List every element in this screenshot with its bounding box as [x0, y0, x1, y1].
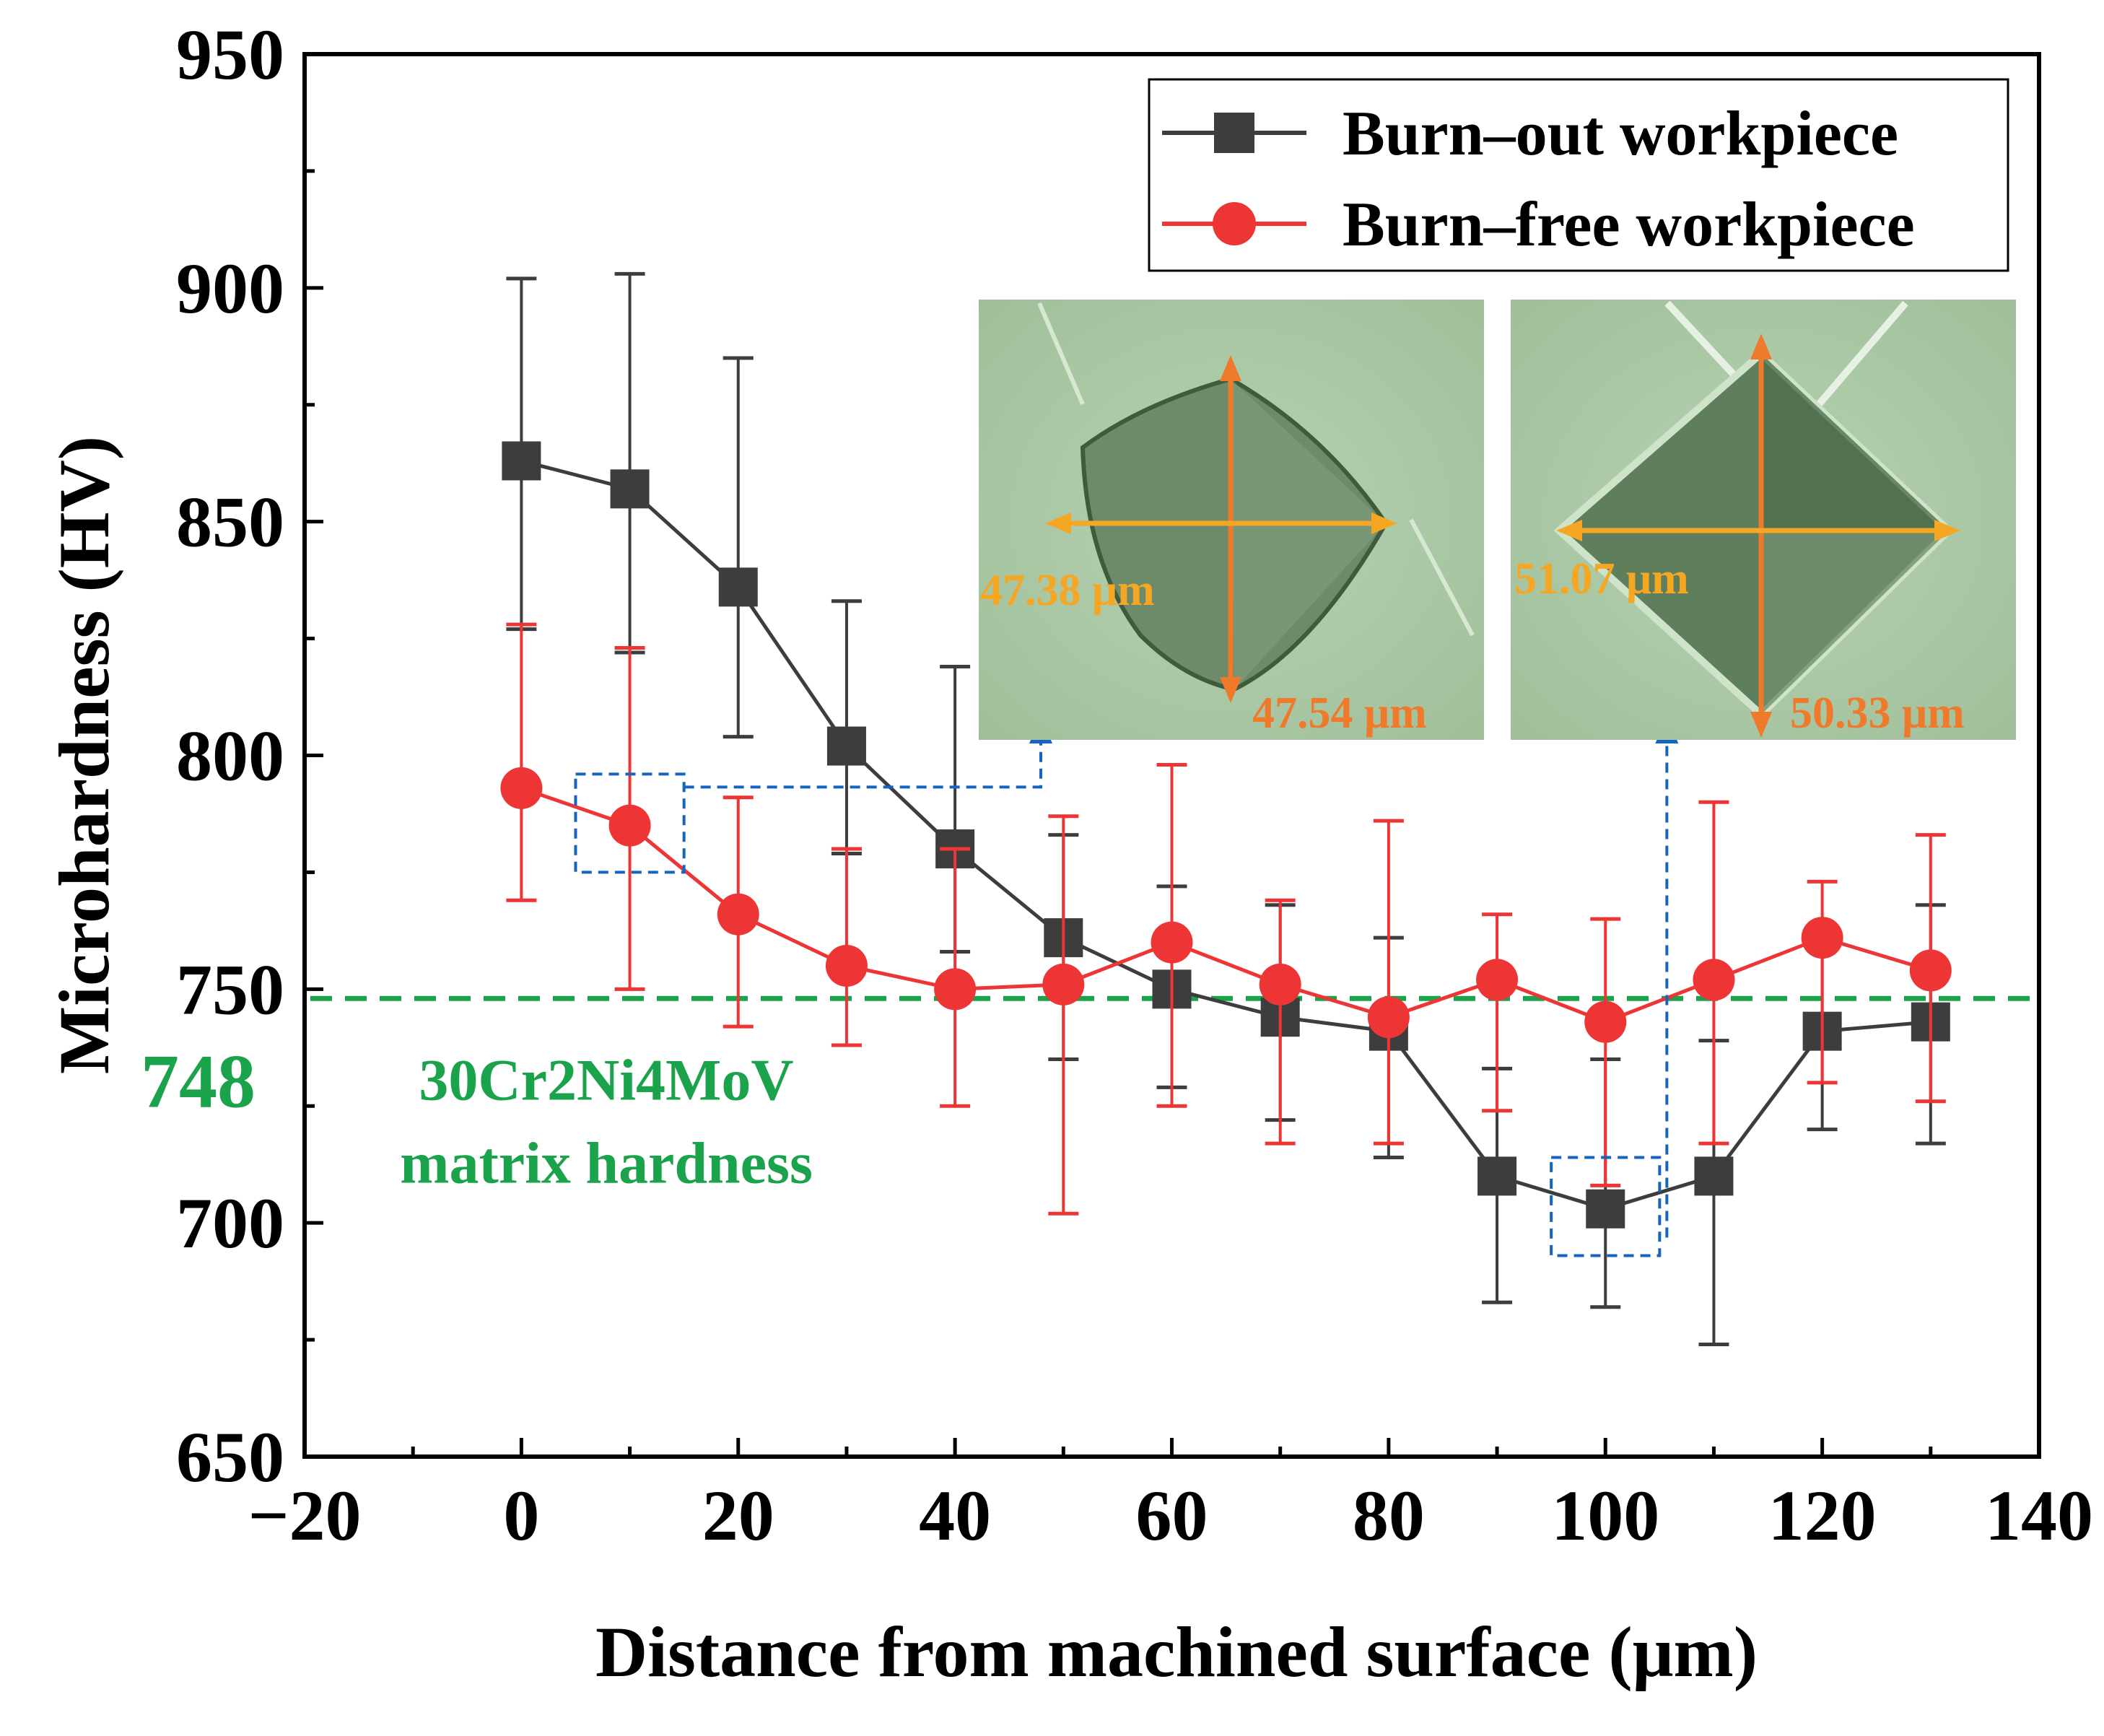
inset-right-vertical-label: 50.33 μm	[1790, 689, 1965, 738]
inset-right-horizontal-label: 51.07 μm	[1514, 554, 1689, 603]
highlight-box	[1550, 1156, 1662, 1257]
axis-ticks: −20 0 20 40 60 80 100 120 140 650 700 750 800 850 900 9…	[176, 14, 2093, 1556]
x-tick-label: 40	[919, 1475, 991, 1556]
x-tick-label: 140	[1985, 1475, 2093, 1556]
inset-left-vertical-label: 47.54 μm	[1252, 689, 1427, 738]
inset-left-facet	[1231, 379, 1386, 689]
burn-free-point	[934, 968, 977, 1011]
inset-left-scratch	[1037, 302, 1085, 406]
inset-left-arrowhead-down	[1220, 677, 1241, 703]
burn-free-point	[717, 893, 759, 935]
inset-right-arrowhead-down	[1750, 712, 1772, 738]
legend-label-burn-out: Burn–out workpiece	[1343, 99, 1898, 169]
x-tick-label: 100	[1551, 1475, 1659, 1556]
burn-free-point	[1259, 963, 1301, 1006]
y-tick-label: 700	[176, 1183, 284, 1263]
callout-line-left	[684, 735, 1042, 789]
inset-right-arrowhead-up	[1750, 333, 1772, 359]
burn-out-point	[826, 726, 866, 766]
x-tick-label: 120	[1768, 1475, 1877, 1556]
inset-right-facet	[1761, 354, 1949, 531]
burn-free-point	[1476, 959, 1519, 1001]
burn-free-point	[608, 804, 651, 847]
burn-free-point	[1584, 1000, 1627, 1043]
legend-marker-burn-free	[1213, 202, 1256, 245]
burn-free-point	[1909, 949, 1952, 992]
inset-left: 47.38 μm 47.54 μm	[979, 300, 1484, 740]
burn-out-point	[610, 469, 650, 509]
burn-out-point	[1586, 1189, 1625, 1229]
inset-left-scratch	[1409, 518, 1475, 637]
legend-box	[1148, 78, 2009, 272]
x-tick-label: 80	[1353, 1475, 1425, 1556]
inset-right: 51.07 μm 50.33 μm	[1511, 300, 2016, 740]
inset-left-arrowhead-up	[1220, 355, 1241, 381]
burn-out-point	[502, 441, 541, 481]
reference-value-label: 748	[141, 1039, 256, 1123]
inset-left-horizontal-label: 47.38 μm	[980, 566, 1155, 615]
y-tick-label: 750	[176, 949, 284, 1029]
y-tick-label: 950	[176, 14, 284, 95]
burn-free-point	[1367, 996, 1410, 1039]
burn-free-point	[825, 944, 868, 987]
legend: Burn–out workpiece Burn–free workpiece	[1148, 78, 2009, 272]
y-tick-label: 850	[176, 482, 284, 562]
x-tick-label: −20	[248, 1475, 362, 1556]
x-tick-label: 20	[702, 1475, 774, 1556]
burn-out-point	[1477, 1156, 1517, 1196]
burn-free-point	[1151, 921, 1193, 964]
y-axis-title: Microhardness (HV)	[44, 436, 124, 1074]
burn-out-point	[1694, 1156, 1734, 1196]
inset-right-scratch	[1816, 300, 1908, 407]
inset-right-facet	[1761, 531, 1949, 715]
y-tick-label: 900	[176, 248, 284, 328]
highlight-box	[574, 772, 686, 874]
reference-annotation-line-1: 30Cr2Ni4MoV	[419, 1047, 793, 1112]
series-burn-free	[500, 622, 1952, 1216]
y-tick-label: 800	[176, 716, 284, 796]
burn-free-point	[500, 767, 543, 809]
reference-annotation-line-2: matrix hardness	[400, 1130, 813, 1195]
burn-free-point	[1042, 963, 1085, 1006]
inset-left-arrowhead-left	[1045, 512, 1071, 534]
x-tick-label: 60	[1136, 1475, 1208, 1556]
burn-out-point	[718, 567, 758, 607]
x-axis-title: Distance from machined surface (μm)	[595, 1612, 1758, 1692]
inset-right-arrowhead-right	[1934, 520, 1960, 541]
burn-free-point	[1693, 959, 1735, 1001]
y-tick-label: 650	[176, 1417, 284, 1497]
legend-label-burn-free: Burn–free workpiece	[1343, 190, 1915, 260]
burn-free-point	[1801, 917, 1843, 959]
inset-left-arrowhead-right	[1371, 512, 1397, 534]
reference-line-group: 748 30Cr2Ni4MoV matrix hardness	[141, 995, 2034, 1195]
inset-right-arrowhead-left	[1556, 520, 1582, 541]
x-tick-label: 0	[503, 1475, 539, 1556]
legend-marker-burn-out	[1214, 113, 1254, 153]
